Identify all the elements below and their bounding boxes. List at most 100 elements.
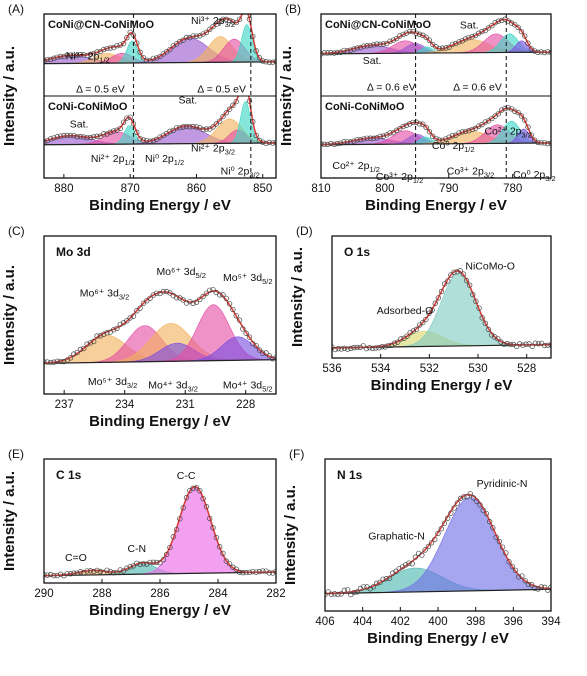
data-point: [495, 18, 502, 24]
x-tick-label: 228: [236, 399, 255, 411]
data-point: [425, 543, 431, 550]
data-point: [266, 570, 273, 576]
plot-frame: [331, 235, 552, 359]
data-point: [246, 16, 253, 22]
data-point: [443, 136, 449, 142]
x-tick-label: 850: [253, 183, 272, 195]
data-point: [361, 584, 367, 590]
data-point: [457, 268, 463, 274]
data-point: [104, 567, 110, 573]
data-point: [77, 52, 84, 58]
data-point: [374, 580, 380, 586]
data-point: [94, 133, 100, 139]
data-point: [548, 140, 551, 146]
data-point: [439, 137, 446, 143]
spectrum: [44, 96, 276, 147]
data-point: [373, 345, 379, 351]
y-axis-label: Intensity / a.u.: [282, 485, 299, 585]
data-point: [525, 124, 531, 130]
data-point: [321, 50, 327, 56]
data-point: [448, 510, 454, 516]
data-point: [137, 305, 143, 311]
data-point: [230, 306, 236, 313]
data-point: [361, 43, 367, 49]
data-point: [223, 295, 229, 302]
data-point: [403, 30, 410, 36]
data-point: [220, 550, 226, 557]
data-point: [71, 52, 77, 59]
data-point: [499, 544, 506, 550]
data-point: [270, 140, 276, 146]
data-point: [117, 567, 123, 573]
data-point: [163, 551, 170, 558]
data-point: [396, 565, 402, 572]
data-point: [397, 33, 403, 39]
data-point: [134, 40, 140, 46]
data-point: [180, 37, 186, 43]
data-point: [473, 298, 479, 304]
data-point: [220, 292, 226, 298]
data-point: [548, 584, 551, 590]
data-point: [406, 560, 412, 566]
data-point: [54, 134, 60, 140]
data-point: [183, 300, 190, 306]
data-point: [51, 135, 57, 141]
data-point: [516, 574, 522, 580]
data-point: [512, 108, 518, 114]
data-point: [523, 341, 529, 347]
data-point: [230, 102, 236, 108]
data-point: [71, 351, 77, 357]
data-point: [518, 113, 525, 119]
data-point: [57, 53, 64, 60]
data-point: [328, 50, 334, 56]
data-point: [203, 126, 210, 132]
data-point: [260, 350, 266, 356]
data-point: [64, 132, 70, 139]
data-point: [432, 536, 438, 543]
data-point: [354, 344, 360, 351]
data-point: [400, 123, 406, 130]
data-point: [489, 22, 495, 29]
data-point: [273, 58, 276, 65]
data-point: [44, 359, 50, 365]
data-point: [256, 347, 263, 353]
data-point: [256, 568, 263, 575]
data-point: [482, 320, 488, 326]
data-point: [364, 135, 370, 141]
data-point: [101, 131, 107, 137]
data-point: [57, 133, 64, 139]
data-point: [213, 21, 219, 27]
data-point: [157, 53, 163, 60]
data-point: [482, 27, 488, 34]
data-point: [435, 530, 441, 537]
data-point: [492, 19, 498, 26]
data-point: [448, 272, 454, 278]
data-point: [246, 98, 253, 104]
data-point: [456, 39, 462, 45]
data-point: [335, 591, 341, 598]
spectrum: [44, 14, 276, 65]
y-axis-label: Intensity / a.u.: [289, 247, 306, 347]
data-point: [137, 49, 143, 55]
data-point: [344, 48, 350, 54]
x-tick-label: 282: [266, 588, 285, 600]
data-point: [507, 341, 513, 348]
panel-label: (F): [289, 447, 304, 461]
data-point: [81, 345, 87, 352]
x-tick-label: 237: [55, 399, 74, 411]
peak-annotation: Ni²⁺ 2p3/2: [191, 142, 235, 156]
data-point: [439, 45, 446, 51]
data-point: [266, 139, 273, 146]
data-point: [351, 589, 357, 596]
data-point: [387, 130, 393, 136]
spectrum: [44, 485, 276, 579]
data-point: [91, 338, 97, 345]
y-axis-label: Intensity / a.u.: [1, 471, 18, 571]
data-point: [270, 59, 276, 65]
data-point: [91, 568, 97, 575]
data-point: [469, 126, 475, 133]
peak-annotation: Δ = 0.5 eV: [76, 83, 125, 95]
data-point: [529, 343, 535, 349]
data-point: [545, 49, 551, 55]
data-point: [470, 291, 476, 298]
